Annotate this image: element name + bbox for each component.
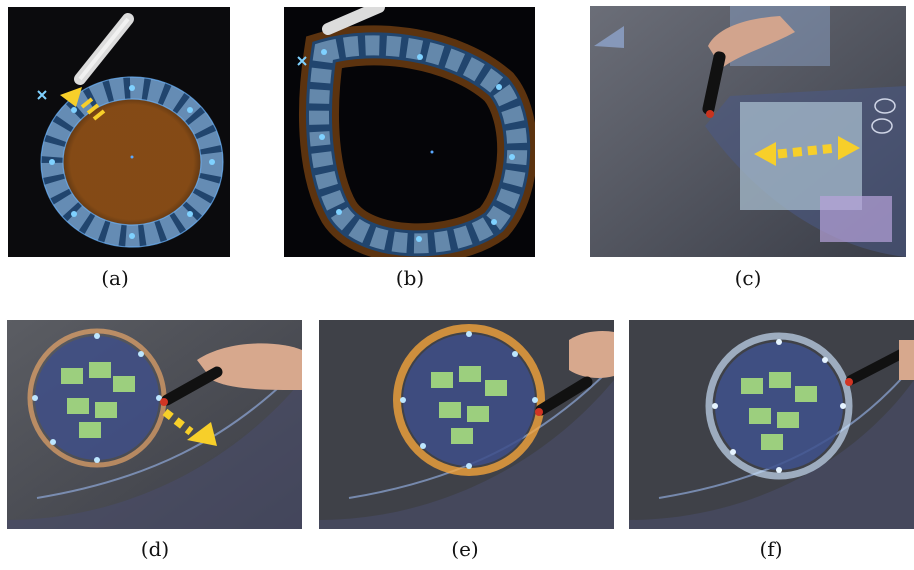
panel-c [590, 6, 906, 257]
panel-d-image [7, 320, 302, 529]
caption-b: (b) [395, 266, 425, 290]
panel-b-image [284, 7, 535, 257]
panel-b [284, 7, 535, 257]
panel-a [8, 7, 230, 257]
drag-arrow-icon [162, 408, 217, 446]
ring-nodes [49, 85, 215, 239]
double-arrow-icon [754, 136, 860, 166]
caption-e: (e) [451, 537, 479, 561]
panel-d [7, 320, 302, 529]
photo-circle [35, 336, 159, 460]
photo-circle [403, 334, 535, 466]
photo-circle [715, 342, 843, 470]
hand-with-pen [160, 343, 302, 406]
panel-a-image [8, 7, 230, 257]
hand-with-pen [535, 330, 614, 416]
caption-d: (d) [140, 537, 170, 561]
caption-f: (f) [759, 537, 783, 561]
panel-e-image [319, 320, 614, 529]
panel-e [319, 320, 614, 529]
stylus-icon [322, 7, 385, 35]
hand-with-pen [845, 340, 914, 386]
panel-f [629, 320, 914, 529]
caption-a: (a) [101, 266, 129, 290]
panel-c-image [590, 6, 906, 257]
drag-arrow-icon [60, 87, 82, 107]
panel-f-image [629, 320, 914, 529]
hand-with-pen [702, 16, 795, 118]
stylus-icon [74, 13, 134, 85]
caption-c: (c) [734, 266, 762, 290]
